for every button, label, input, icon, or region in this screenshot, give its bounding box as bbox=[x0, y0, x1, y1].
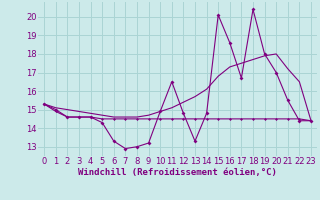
X-axis label: Windchill (Refroidissement éolien,°C): Windchill (Refroidissement éolien,°C) bbox=[78, 168, 277, 177]
